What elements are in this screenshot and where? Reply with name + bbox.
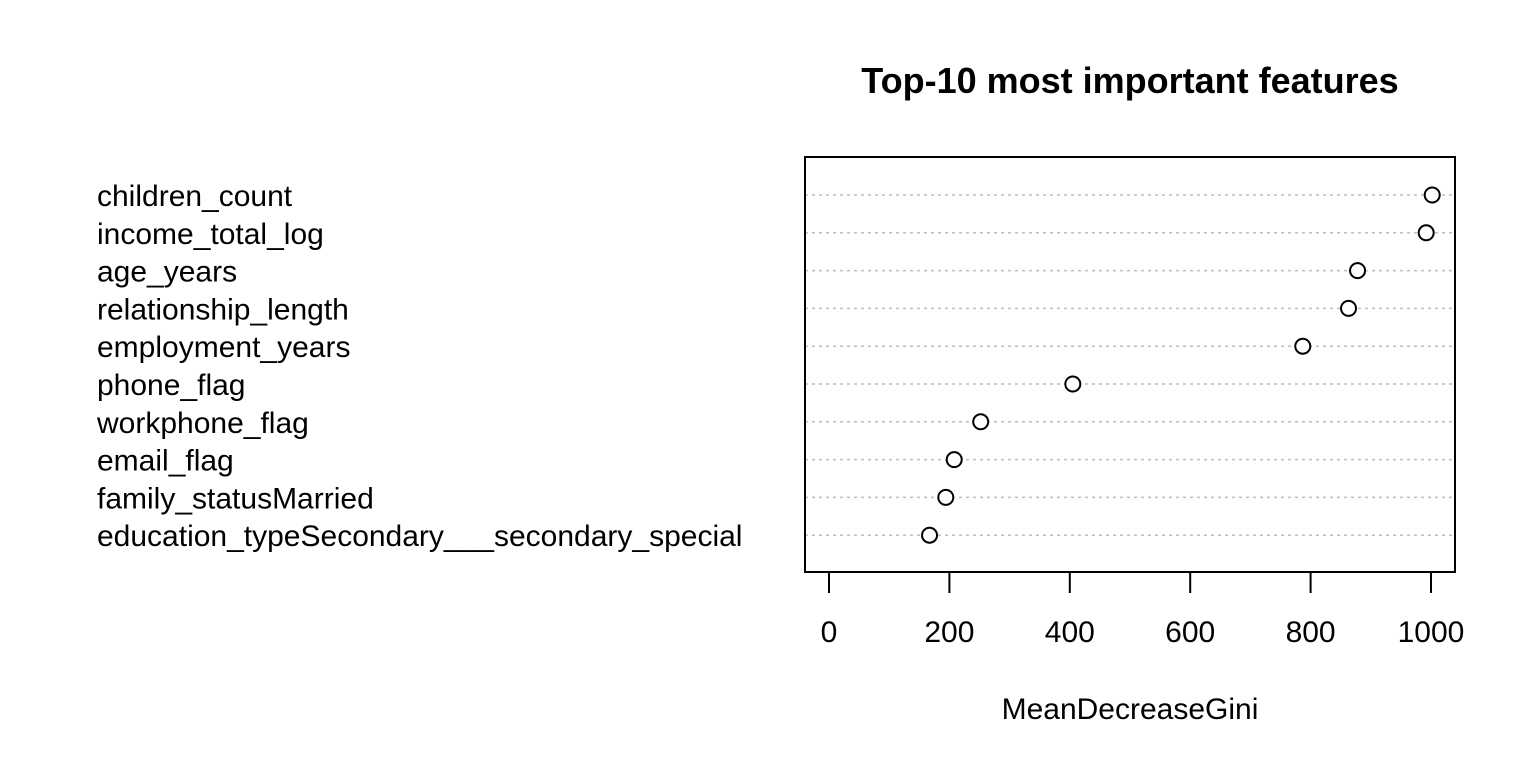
category-label: age_years xyxy=(97,256,237,289)
category-labels: children_count income_total_log age_yearsr… xyxy=(96,180,742,553)
data-point xyxy=(945,451,963,469)
x-tick-label: 1000 xyxy=(1398,616,1465,649)
category-label: education_typeSecondary___secondary_spec… xyxy=(97,520,742,553)
x-axis: 0 200 400 600 800 1000 xyxy=(821,571,1465,649)
category-label: relationship_length xyxy=(97,293,349,326)
category-label: employment_years xyxy=(97,331,350,364)
category-label: income_total_log xyxy=(97,218,324,251)
data-point xyxy=(921,526,939,544)
data-point xyxy=(1423,186,1441,204)
x-tick-label: 400 xyxy=(1045,616,1095,649)
x-tick-label: 600 xyxy=(1165,616,1215,649)
x-axis-label: MeanDecreaseGini xyxy=(1002,693,1259,726)
data-point xyxy=(1340,299,1358,317)
plot-frame xyxy=(804,156,1456,573)
chart-title: Top-10 most important features xyxy=(861,60,1398,101)
data-point xyxy=(1417,224,1435,242)
x-tick-label: 800 xyxy=(1286,616,1336,649)
data-point xyxy=(1294,337,1312,355)
data-point xyxy=(1349,262,1367,280)
data-point xyxy=(1064,375,1082,393)
data-point xyxy=(972,413,990,431)
x-tick-label: 200 xyxy=(924,616,974,649)
category-label: children_count xyxy=(97,180,293,213)
category-label: family_statusMarried xyxy=(97,482,374,515)
category-label: workphone_flag xyxy=(96,407,309,440)
category-label: email_flag xyxy=(97,445,234,478)
grid-lines xyxy=(805,194,1455,536)
x-tick-label: 0 xyxy=(821,616,838,649)
category-label: phone_flag xyxy=(97,369,245,402)
data-points xyxy=(921,186,1441,544)
data-point xyxy=(937,488,955,506)
